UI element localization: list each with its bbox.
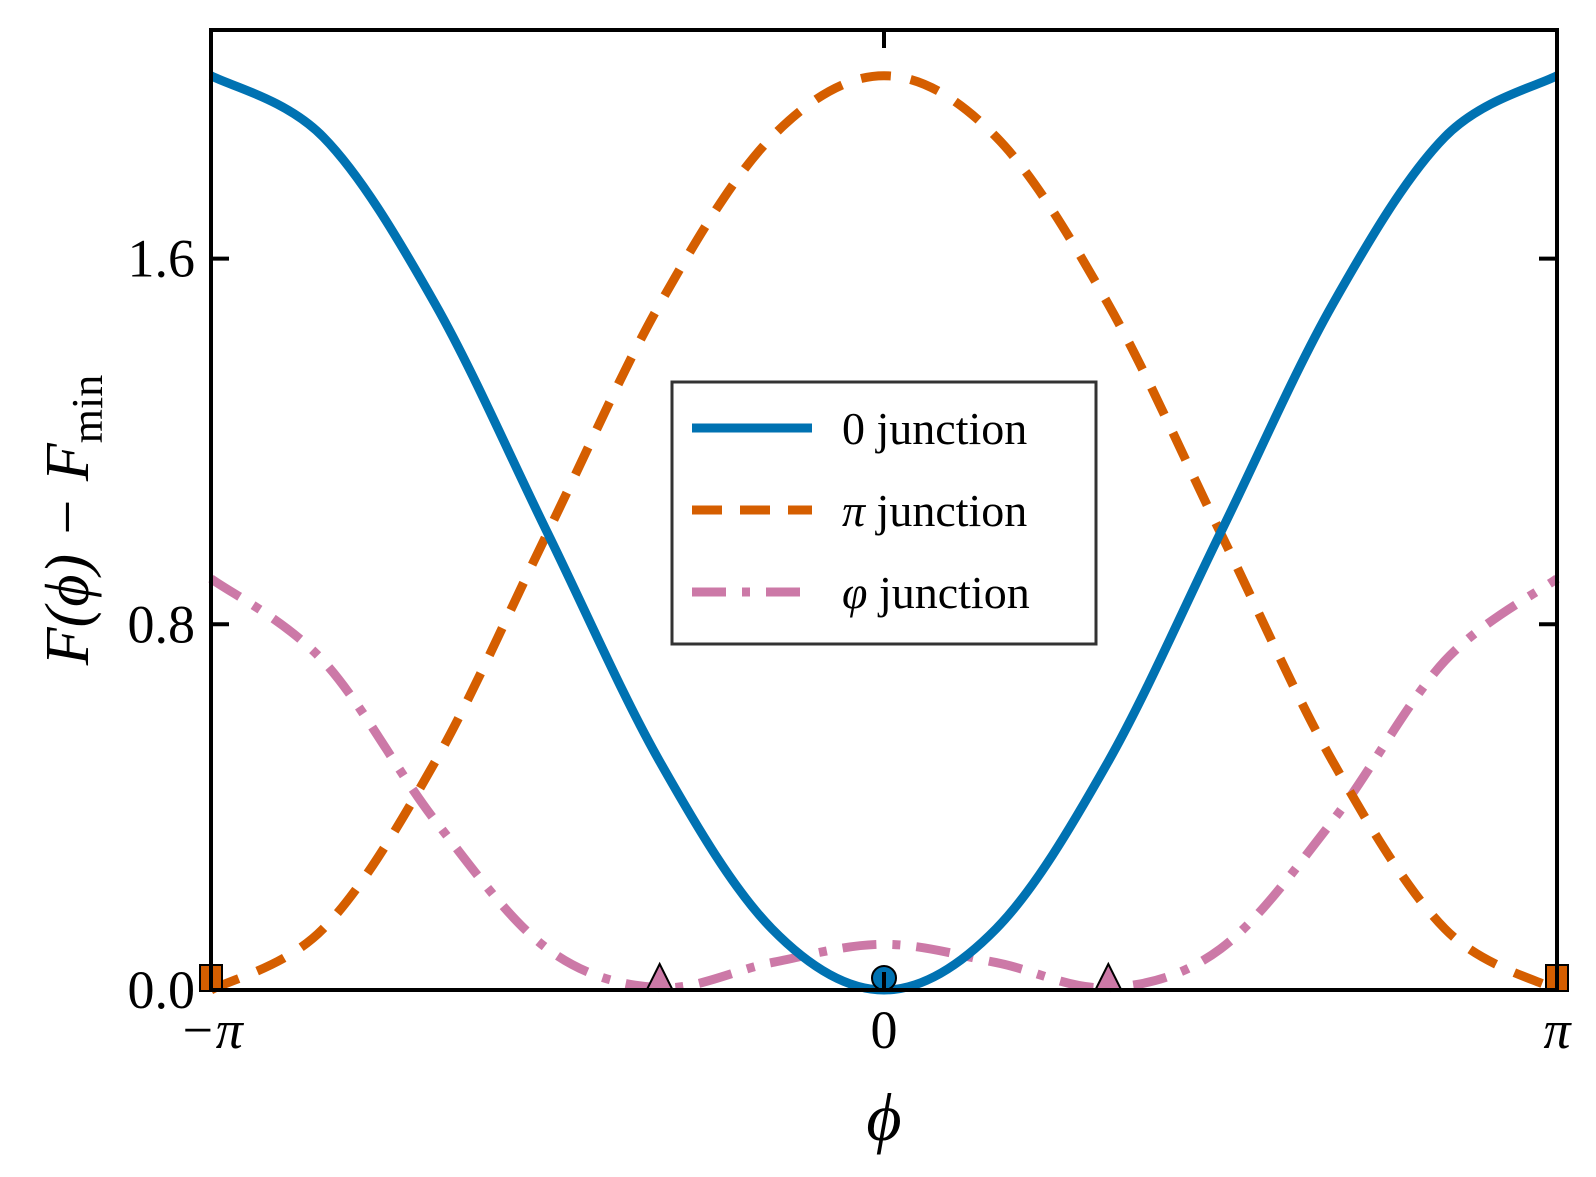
y-axis-label-subscript: min xyxy=(63,375,112,443)
y-axis-label: F(ϕ) − Fmin xyxy=(34,375,112,666)
marker-2-0 xyxy=(645,961,675,991)
y-tick-label-0: 0.0 xyxy=(128,960,196,1020)
marker-2-1 xyxy=(1093,961,1123,991)
axes: −π 0 π 0.0 0.8 1.6 ϕ F(ϕ) − Fmin xyxy=(34,28,1572,1155)
y-tick-label-1: 0.8 xyxy=(128,594,196,654)
legend-label-text-0: junction xyxy=(865,403,1027,454)
x-tick-label-0: −π xyxy=(179,1000,244,1060)
series-line-2 xyxy=(208,574,1560,993)
legend-label-1: π junction xyxy=(842,485,1027,536)
x-axis-label: ϕ xyxy=(866,1079,901,1155)
x-tick-label-2: π xyxy=(1543,1000,1572,1060)
legend-label-symbol-0: 0 xyxy=(842,403,865,454)
legend-label-0: 0 junction xyxy=(842,403,1027,454)
legend-label-symbol-2: φ xyxy=(842,567,867,618)
legend-label-text-2: junction xyxy=(867,567,1029,618)
series-line-1 xyxy=(208,71,1560,995)
y-tick-label-2: 1.6 xyxy=(128,229,196,289)
x-tick-label-1: 0 xyxy=(871,1000,898,1060)
y-axis-label-main: F(ϕ) − F xyxy=(34,442,102,666)
legend-label-text-1: junction xyxy=(865,485,1027,536)
legend-label-symbol-1: π xyxy=(842,485,867,536)
legend-label-2: φ junction xyxy=(842,567,1030,618)
